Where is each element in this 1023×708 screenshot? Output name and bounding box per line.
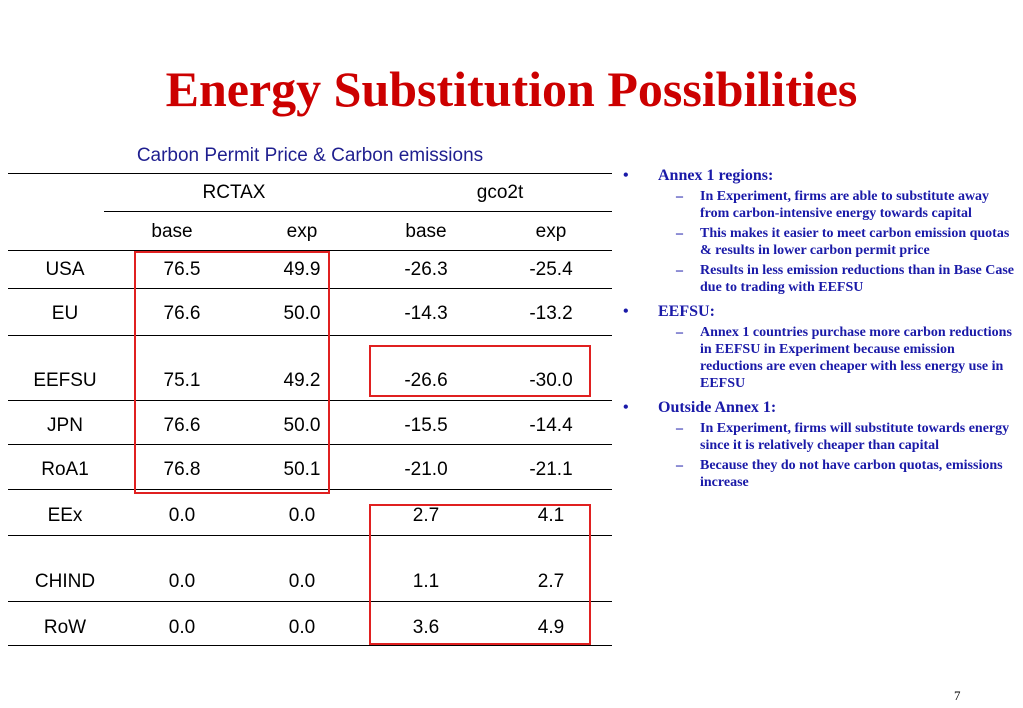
table-cell: -21.0	[404, 459, 448, 480]
table-rule	[104, 211, 612, 212]
table-cell: 4.9	[537, 617, 565, 638]
table-cell: -15.5	[404, 415, 448, 436]
bullet-text: Outside Annex 1:	[658, 399, 777, 416]
sub-bullet-item: – Because they do not have carbon quotas…	[620, 457, 1015, 491]
sub-bullet-item: – This makes it easier to meet carbon em…	[620, 225, 1015, 259]
group-header-gco2t: gco2t	[476, 182, 524, 203]
sub-bullet-text: This makes it easier to meet carbon emis…	[700, 226, 1010, 258]
highlight-box-annex1-prices	[134, 251, 330, 494]
row-label: CHIND	[34, 571, 96, 592]
table-cell: -14.4	[529, 415, 573, 436]
sub-bullet-item: – Results in less emission reductions th…	[620, 262, 1015, 296]
highlight-box-eefsu-emissions	[369, 345, 591, 397]
table-cell: 0.0	[168, 571, 196, 592]
row-label: EEx	[47, 505, 83, 526]
table-cell: 0.0	[288, 617, 316, 638]
group-header-rctax: RCTAX	[202, 182, 266, 203]
table-cell: -26.3	[404, 259, 448, 280]
table-rule	[8, 400, 612, 401]
table-cell: -26.6	[404, 370, 448, 391]
sub-header-exp: exp	[535, 221, 567, 242]
sub-header-exp: exp	[286, 221, 318, 242]
table-rule	[8, 335, 612, 336]
bullet-item: • Annex 1 regions:	[620, 166, 1015, 185]
row-label: USA	[45, 259, 85, 280]
sub-bullet-item: – Annex 1 countries purchase more carbon…	[620, 324, 1015, 392]
table-cell: 75.1	[163, 370, 201, 391]
row-label: EEFSU	[33, 370, 97, 391]
table-cell: 76.5	[163, 259, 201, 280]
table-cell: 0.0	[168, 617, 196, 638]
sub-bullet-text: In Experiment, firms are able to substit…	[700, 189, 990, 221]
table-cell: 0.0	[288, 571, 316, 592]
table-cell: 76.8	[163, 459, 201, 480]
table-cell: 4.1	[537, 505, 565, 526]
table-cell: 1.1	[412, 571, 440, 592]
dash-symbol: –	[676, 325, 683, 340]
bullet-text: EEFSU:	[658, 303, 715, 320]
row-label: JPN	[47, 415, 83, 436]
bullet-list: • Annex 1 regions: – In Experiment, firm…	[620, 160, 1015, 491]
table-cell: 76.6	[163, 415, 201, 436]
sub-header-base: base	[151, 221, 193, 242]
table-cell: 49.9	[283, 259, 321, 280]
table-cell: 0.0	[168, 505, 196, 526]
sub-bullet-text: Annex 1 countries purchase more carbon r…	[700, 325, 1012, 391]
sub-header-base: base	[405, 221, 447, 242]
table-caption: Carbon Permit Price & Carbon emissions	[136, 145, 484, 166]
table-cell: 76.6	[163, 303, 201, 324]
sub-bullet-item: – In Experiment, firms are able to subst…	[620, 188, 1015, 222]
table-cell: 2.7	[537, 571, 565, 592]
table-cell: 2.7	[412, 505, 440, 526]
table-rule	[8, 250, 612, 251]
dash-symbol: –	[676, 189, 683, 204]
dash-symbol: –	[676, 421, 683, 436]
bullet-symbol: •	[623, 303, 629, 320]
bullet-symbol: •	[623, 167, 629, 184]
table-rule	[8, 444, 612, 445]
highlight-box-non-annex1-emissions	[369, 504, 591, 645]
sub-bullet-text: Results in less emission reductions than…	[700, 263, 1015, 295]
row-label: EU	[51, 303, 79, 324]
row-label: RoW	[43, 617, 87, 638]
table-cell: -30.0	[529, 370, 573, 391]
sub-bullet-item: – In Experiment, firms will substitute t…	[620, 420, 1015, 454]
sub-bullet-text: In Experiment, firms will substitute tow…	[700, 421, 1010, 453]
table-cell: -21.1	[529, 459, 573, 480]
bullet-item: • Outside Annex 1:	[620, 398, 1015, 417]
table-cell: 50.0	[283, 303, 321, 324]
table-cell: -13.2	[529, 303, 573, 324]
bullet-text: Annex 1 regions:	[658, 167, 774, 184]
bullet-item: • EEFSU:	[620, 302, 1015, 321]
table-cell: 50.0	[283, 415, 321, 436]
table-cell: 50.1	[283, 459, 321, 480]
table-rule	[8, 535, 612, 536]
table-cell: 49.2	[283, 370, 321, 391]
dash-symbol: –	[676, 263, 683, 278]
table-rule	[8, 645, 612, 646]
table-rule	[8, 173, 612, 174]
sub-bullet-text: Because they do not have carbon quotas, …	[700, 458, 1003, 490]
page-number: 7	[954, 688, 961, 703]
table-rule	[8, 601, 612, 602]
table-rule	[8, 288, 612, 289]
table-cell: 0.0	[288, 505, 316, 526]
dash-symbol: –	[676, 458, 683, 473]
table-cell: -25.4	[529, 259, 573, 280]
table-cell: -14.3	[404, 303, 448, 324]
dash-symbol: –	[676, 226, 683, 241]
table-rule	[8, 489, 612, 490]
table-cell: 3.6	[412, 617, 440, 638]
bullet-symbol: •	[623, 399, 629, 416]
row-label: RoA1	[41, 459, 89, 480]
slide-title: Energy Substitution Possibilities	[165, 61, 858, 117]
